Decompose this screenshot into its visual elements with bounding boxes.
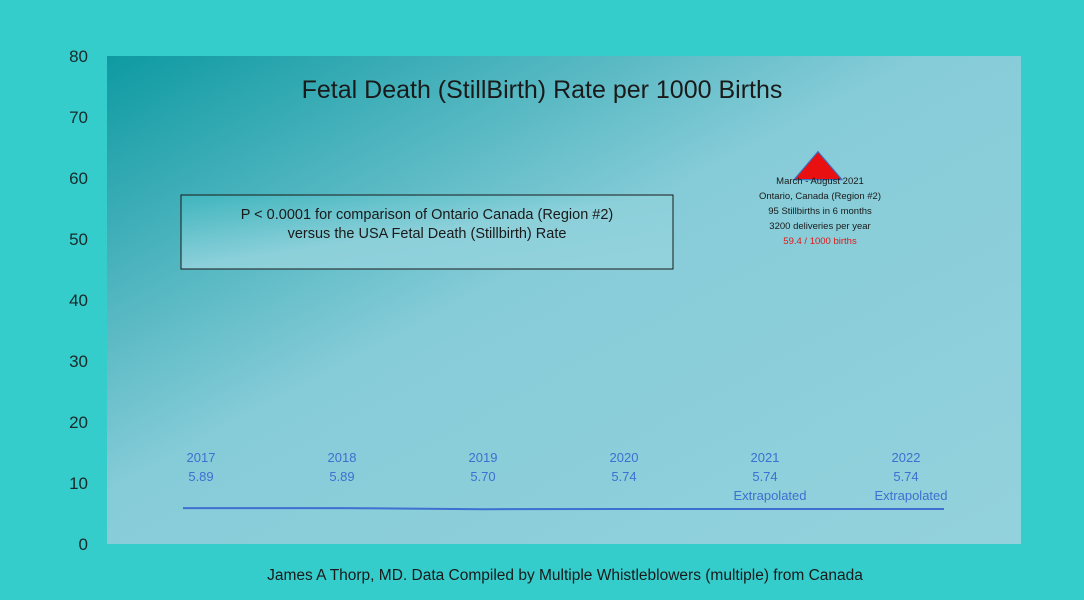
data-label: 5.89: [188, 469, 213, 484]
y-tick-label: 50: [69, 230, 88, 249]
category-label: 2022: [892, 450, 921, 465]
y-tick-label: 60: [69, 169, 88, 188]
ontario-annotation-line-3: 95 Stillbirths in 6 months: [768, 206, 872, 217]
ontario-annotation-line-4: 3200 deliveries per year: [769, 221, 870, 232]
y-tick-label: 0: [79, 535, 88, 554]
y-tick-label: 10: [69, 474, 88, 493]
p-value-line-2: versus the USA Fetal Death (Stillbirth) …: [288, 226, 567, 242]
y-tick-label: 20: [69, 413, 88, 432]
plot-area: [107, 56, 1021, 544]
data-label: 5.74: [752, 469, 777, 484]
category-label: 2021: [751, 450, 780, 465]
data-note-label: Extrapolated: [734, 488, 807, 503]
footer-credit: James A Thorp, MD. Data Compiled by Mult…: [267, 567, 863, 584]
p-value-box: [180, 194, 674, 270]
series-line: [183, 507, 944, 511]
ontario-triangle-marker: [792, 150, 844, 181]
category-labels: 2017 5.89 2018 5.89 2019 5.70 2020 5.74 2021 5.74…: [187, 450, 948, 503]
ontario-annotation-line-2: Ontario, Canada (Region #2): [759, 191, 881, 202]
y-tick-label: 70: [69, 108, 88, 127]
y-axis-ticks: 0 10 20 30 40 50 60 70 80: [69, 47, 88, 554]
category-label: 2018: [328, 450, 357, 465]
y-tick-label: 30: [69, 352, 88, 371]
y-tick-label: 40: [69, 291, 88, 310]
ontario-annotation: March - August 2021 Ontario, Canada (Reg…: [759, 176, 881, 247]
data-label: 5.89: [329, 469, 354, 484]
p-value-line-1: P < 0.0001 for comparison of Ontario Can…: [241, 207, 614, 223]
y-tick-label: 80: [69, 47, 88, 66]
category-label: 2019: [469, 450, 498, 465]
category-label: 2017: [187, 450, 216, 465]
data-label: 5.74: [611, 469, 636, 484]
chart-title: Fetal Death (StillBirth) Rate per 1000 B…: [302, 76, 783, 104]
ontario-annotation-line-1: March - August 2021: [776, 176, 864, 187]
data-label: 5.70: [470, 469, 495, 484]
data-note-label: Extrapolated: [875, 488, 948, 503]
data-label: 5.74: [893, 469, 918, 484]
category-label: 2020: [610, 450, 639, 465]
ontario-rate-label: 59.4 / 1000 births: [783, 236, 857, 247]
